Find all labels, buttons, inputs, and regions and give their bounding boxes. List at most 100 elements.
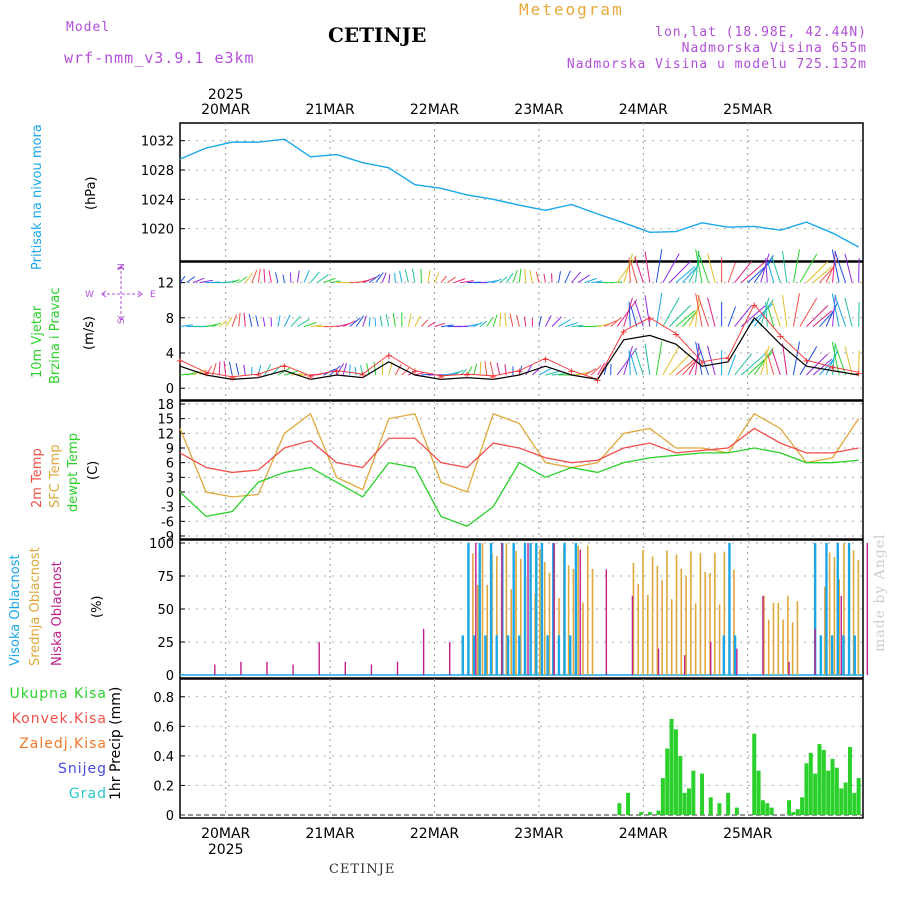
wind-vector	[832, 250, 836, 283]
wind-vector	[634, 256, 644, 283]
wind-vector	[473, 363, 478, 376]
y-tick-label: 9	[166, 442, 174, 457]
compass-e: E	[150, 290, 156, 300]
wind-vector	[296, 270, 300, 283]
wind-vector	[819, 358, 835, 376]
wind-vector	[523, 316, 527, 327]
gust-marker: +	[750, 301, 758, 312]
precip-bar	[826, 770, 831, 815]
wind-vector	[734, 260, 753, 283]
precip-bar	[669, 718, 674, 815]
wind-vector	[688, 302, 702, 327]
gust-marker: +	[463, 370, 471, 381]
y-tick-label: 25	[157, 636, 174, 651]
wind-vector	[834, 251, 847, 283]
wind-vector	[243, 312, 246, 327]
gust-marker: +	[411, 367, 419, 378]
wind-vector	[760, 346, 770, 376]
y-tick-label: 1024	[141, 193, 174, 208]
wind-vector	[388, 274, 391, 283]
wind-vector	[362, 276, 376, 284]
wind-vector	[812, 266, 833, 283]
y-tick-label: 0.4	[153, 750, 174, 765]
wind-vector	[499, 276, 508, 283]
top-day-label: 25MAR	[723, 102, 772, 118]
gust-marker: +	[359, 370, 367, 381]
wind-vector	[782, 343, 788, 376]
y-tick-label: 1032	[141, 135, 174, 150]
wind-vector	[238, 312, 241, 327]
y-tick-label: 0.2	[153, 779, 174, 794]
wind-vector	[401, 367, 410, 376]
wind-vector	[792, 293, 801, 327]
gust-marker: +	[698, 358, 706, 369]
precip-bar	[700, 773, 705, 815]
footer-station: CETINJE	[329, 862, 396, 877]
wind-vector	[394, 363, 402, 376]
wind-vector	[682, 266, 698, 283]
wind-vector	[516, 314, 520, 327]
wind-vector	[225, 317, 233, 327]
page-title: CETINJE	[328, 23, 427, 47]
precip-bar	[821, 749, 826, 815]
wind-vector	[616, 347, 638, 376]
wind-vector	[753, 347, 774, 376]
wind-vector	[251, 269, 258, 283]
wind-vector	[695, 251, 700, 283]
wind-vector	[831, 249, 840, 283]
gust-marker: +	[385, 351, 393, 362]
wind-vector	[825, 301, 839, 327]
wind-vector	[832, 343, 836, 376]
y-tick-label: 12	[157, 277, 174, 292]
wind-vector	[257, 268, 261, 283]
wind-vector	[760, 297, 770, 327]
wind-vector	[765, 350, 768, 376]
wind-vector	[610, 316, 622, 327]
legend-snow: Snijeg	[57, 761, 107, 777]
wind-vector	[825, 257, 839, 283]
wind-vector	[205, 365, 213, 376]
wind-vector	[366, 363, 370, 376]
precip-bar	[673, 729, 678, 815]
bottom-day-label: 22MAR	[410, 826, 459, 842]
wind-vector	[571, 324, 584, 328]
wind-vector	[460, 368, 468, 376]
wind-vector	[616, 299, 638, 327]
wind-vector	[734, 304, 753, 327]
wind-vector	[342, 362, 348, 376]
wind-vector	[404, 269, 409, 283]
wind-vector	[662, 253, 680, 283]
wind-vector	[825, 349, 839, 376]
wind-vector	[799, 297, 818, 327]
precip-bar	[647, 812, 652, 815]
wind-vector	[551, 373, 565, 376]
y-tick-label: 0.8	[153, 691, 174, 706]
wind-vector	[597, 323, 610, 328]
wind-vector	[740, 353, 766, 376]
wind-vector	[486, 317, 494, 327]
wind-vector	[362, 315, 367, 327]
precip-bar	[804, 763, 809, 815]
wind-vector	[447, 276, 456, 284]
gust-marker: +	[254, 370, 262, 381]
precip-bar	[678, 755, 683, 815]
y-tick-label: 8	[166, 312, 174, 327]
wind-vector	[231, 314, 237, 327]
wind-vector	[290, 315, 301, 327]
wind-vector	[767, 261, 775, 283]
wind-vector	[228, 361, 233, 376]
legend-total-rain: Ukupna Kisa	[9, 686, 107, 702]
wind-vector	[447, 371, 460, 376]
precip-bar	[856, 778, 861, 815]
wind-vector	[342, 320, 356, 328]
wind-vector	[819, 266, 835, 283]
legend-freezing-rain: Zaledj.Kisa	[19, 736, 107, 752]
wind-vector	[434, 272, 440, 283]
precip-bar	[708, 797, 713, 815]
wind-vector	[760, 253, 770, 283]
y-tick-label: 50	[157, 603, 174, 618]
wind-vector	[212, 322, 222, 328]
wind-vector	[218, 320, 227, 327]
wind-vector	[205, 323, 218, 328]
